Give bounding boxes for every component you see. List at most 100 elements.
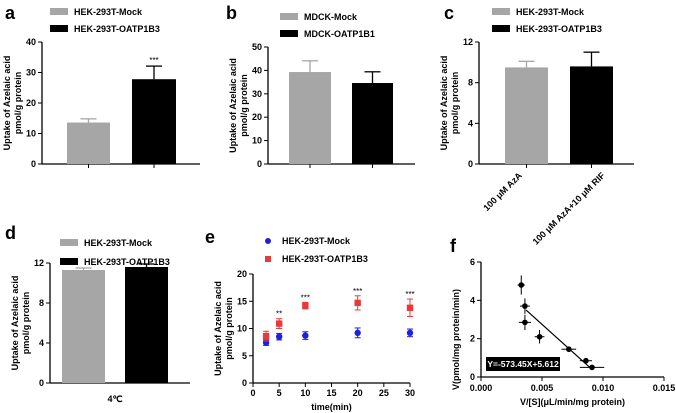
panel-label: d xyxy=(5,223,16,243)
y-tick-label: 12 xyxy=(34,258,44,268)
y-tick-label: 20 xyxy=(252,112,262,122)
legend-swatch xyxy=(492,8,510,15)
y-tick-label: 0 xyxy=(470,372,475,382)
data-point-oatp1b3 xyxy=(262,332,270,340)
x-tick-label: 10 xyxy=(300,388,310,398)
legend-label: HEK-293T-OATP1B3 xyxy=(516,24,602,34)
significance-label: *** xyxy=(301,293,310,302)
y-tick-label: 12 xyxy=(463,37,473,47)
legend-swatch xyxy=(50,25,68,32)
bar xyxy=(125,267,168,383)
panel-label: a xyxy=(5,3,16,23)
bar xyxy=(352,83,393,164)
x-tick-label: 0.015 xyxy=(653,383,676,393)
panel-label: b xyxy=(226,3,237,23)
y-axis-label: pmol/g protein xyxy=(21,292,31,355)
bar xyxy=(132,79,176,164)
x-tick-label: 4℃ xyxy=(107,394,122,404)
significance-label: *** xyxy=(405,290,414,299)
significance-label: ** xyxy=(276,310,282,319)
legend-label: HEK-293T-Mock xyxy=(74,7,143,17)
x-axis-label: time(min) xyxy=(311,402,352,412)
y-tick-label: 15 xyxy=(237,296,247,306)
equation-box xyxy=(486,357,560,371)
equation-label: Y=-573.45X+5.612 xyxy=(487,359,559,369)
y-tick-label: 40 xyxy=(252,65,262,75)
x-tick-label: 0.010 xyxy=(592,383,615,393)
data-point-mock xyxy=(406,329,414,337)
y-tick-label: 10 xyxy=(252,136,262,146)
y-axis-label: pmol/g protein xyxy=(13,72,23,135)
legend-label: HEK-293T-OATP1B3 xyxy=(282,254,368,264)
y-tick-label: 4 xyxy=(39,338,44,348)
legend-marker xyxy=(265,256,271,262)
significance-label: *** xyxy=(149,56,158,65)
bar xyxy=(62,270,105,383)
legend-swatch xyxy=(60,258,78,265)
x-tick-label: 0 xyxy=(250,388,255,398)
data-point-oatp1b3 xyxy=(275,320,283,327)
data-point-mock xyxy=(354,329,361,337)
data-point-oatp1b3 xyxy=(354,299,361,307)
fit-line xyxy=(525,309,593,370)
panel-label: f xyxy=(450,236,457,256)
y-axis-label: pmol/g protein xyxy=(450,72,460,135)
x-tick-label: 0.005 xyxy=(531,383,554,393)
y-axis-label: Uptake of Azelaic acid xyxy=(439,56,449,151)
y-axis-label: pmol/g protein xyxy=(239,74,249,137)
y-axis-label: Uptake of Azelaic acid xyxy=(10,276,20,371)
bar xyxy=(505,67,548,164)
legend-label: MDCK-OATP1B1 xyxy=(304,29,375,39)
legend-label: MDCK-Mock xyxy=(304,12,358,22)
legend-swatch xyxy=(492,25,510,32)
y-tick-label: 30 xyxy=(252,89,262,99)
data-point xyxy=(522,319,528,326)
y-tick-label: 10 xyxy=(237,324,247,334)
x-tick-label: 30 xyxy=(405,388,415,398)
y-axis-label: pmol/g protein xyxy=(224,297,234,360)
y-tick-label: 30 xyxy=(26,68,36,78)
y-tick-label: 4 xyxy=(468,118,473,128)
y-tick-label: 6 xyxy=(470,257,475,267)
y-tick-label: 0 xyxy=(468,159,473,169)
y-axis-label: Uptake of Azelaic acid xyxy=(2,56,12,151)
data-point-oatp1b3 xyxy=(302,302,309,309)
legend-label: HEK-293T-OATP1B3 xyxy=(84,257,170,267)
data-point-mock xyxy=(275,333,283,340)
x-tick-label: 15 xyxy=(326,388,336,398)
significance-label: *** xyxy=(353,287,362,296)
y-axis-label: Uptake of Azelaic acid xyxy=(213,281,223,376)
bar xyxy=(570,66,613,164)
y-tick-label: 0 xyxy=(257,159,262,169)
legend-marker xyxy=(265,238,271,244)
legend-swatch xyxy=(60,239,78,246)
x-tick-label: 5 xyxy=(277,388,282,398)
y-tick-label: 0 xyxy=(31,159,36,169)
data-point-mock xyxy=(302,332,309,339)
x-tick-label: 100 μM AzA+10 μM RIF xyxy=(531,170,608,247)
data-point-oatp1b3 xyxy=(406,304,414,311)
data-point xyxy=(522,303,528,309)
data-point xyxy=(536,333,543,340)
data-point xyxy=(518,282,525,288)
y-tick-label: 10 xyxy=(26,129,36,139)
y-tick-label: 0 xyxy=(39,378,44,388)
x-tick-label: 0.000 xyxy=(470,383,493,393)
x-tick-label: 25 xyxy=(379,388,389,398)
data-point xyxy=(583,357,589,364)
data-point xyxy=(566,346,572,353)
y-tick-label: 4 xyxy=(470,295,475,305)
y-tick-label: 8 xyxy=(468,78,473,88)
bar xyxy=(289,72,331,164)
x-axis-label: V/[S](μL/min/mg protein) xyxy=(520,397,625,407)
y-tick-label: 50 xyxy=(252,42,262,52)
x-tick-label: 100 μM AzA xyxy=(481,170,524,213)
legend-label: HEK-293T-Mock xyxy=(282,236,351,246)
y-tick-label: 40 xyxy=(26,37,36,47)
y-axis-label: V(pmol/mg protein/min) xyxy=(451,289,461,390)
panel-label: c xyxy=(444,3,454,23)
panel-label: e xyxy=(205,227,215,247)
y-tick-label: 5 xyxy=(242,351,247,361)
legend-swatch xyxy=(280,13,298,20)
